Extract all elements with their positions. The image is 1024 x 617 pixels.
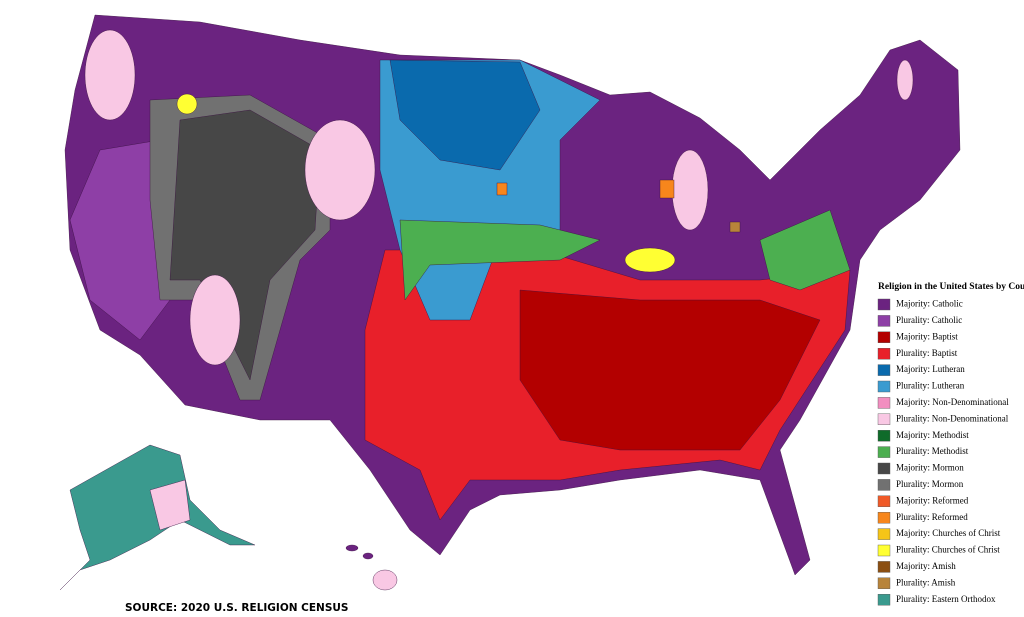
- legend-label: Majority: Methodist: [896, 430, 969, 440]
- legend-swatch: [877, 380, 891, 393]
- alaska-pink: [149, 479, 191, 531]
- legend-label: Plurality: Eastern Orthodox: [896, 594, 996, 604]
- mormon-majority: [169, 109, 321, 381]
- legend-label: Majority: Amish: [896, 561, 956, 571]
- nondenom-patch: [304, 119, 376, 221]
- hawaii-island: [345, 544, 359, 552]
- legend-label: Majority: Lutheran: [896, 364, 965, 374]
- legend-swatch: [877, 512, 891, 524]
- legend-label: Plurality: Lutheran: [896, 381, 965, 391]
- nondenom-patch: [671, 149, 709, 231]
- legend-swatch: [877, 495, 891, 507]
- legend-label: Majority: Mormon: [896, 463, 964, 473]
- legend-swatch: [877, 430, 891, 442]
- legend-swatch: [877, 594, 891, 606]
- lutheran-majority: [389, 59, 541, 171]
- legend-label: Majority: Reformed: [896, 495, 969, 505]
- legend-label: Plurality: Mormon: [896, 479, 964, 489]
- legend-swatch: [877, 544, 891, 557]
- legend-swatch: [877, 397, 891, 409]
- nondenom-patch: [84, 29, 136, 121]
- nondenom-patch: [189, 274, 241, 366]
- legend-label: Majority: Non-Denominational: [896, 397, 1009, 407]
- legend-swatch: [877, 315, 891, 327]
- methodist-east: [759, 209, 851, 291]
- legend-swatch: [877, 479, 891, 491]
- baptist-majority-core: [519, 289, 821, 451]
- churches-of-christ: [176, 93, 198, 115]
- legend-label: Plurality: Non-Denominational: [896, 413, 1009, 423]
- legend-label: Majority: Catholic: [896, 299, 963, 309]
- reformed: [659, 179, 675, 199]
- legend-label: Majority: Churches of Christ: [896, 528, 1001, 538]
- legend: Religion in the United States by County …: [877, 282, 1024, 606]
- hawaii-island: [362, 552, 374, 560]
- legend-label: Plurality: Catholic: [896, 315, 962, 325]
- legend-swatch: [877, 364, 891, 376]
- map: [59, 14, 961, 591]
- legend-label: Plurality: Churches of Christ: [896, 545, 1000, 555]
- legend-swatch: [877, 577, 891, 589]
- legend-swatch: [877, 561, 891, 573]
- legend-label: Plurality: Amish: [896, 577, 956, 587]
- methodist-band: [399, 219, 601, 301]
- legend-swatch: [877, 413, 891, 425]
- legend-swatch: [877, 462, 891, 475]
- legend-swatch: [877, 446, 891, 458]
- churches-of-christ: [624, 247, 676, 273]
- legend-title: Religion in the United States by County: [878, 282, 1024, 292]
- source: SOURCE: 2020 U.S. RELIGION CENSUS: [125, 602, 349, 614]
- legend-swatch: [877, 348, 891, 360]
- legend-label: Plurality: Methodist: [896, 446, 969, 456]
- hawaii: [372, 569, 398, 591]
- legend-swatch: [877, 298, 891, 311]
- legend-label: Majority: Baptist: [896, 331, 958, 341]
- legend-swatch: [877, 528, 891, 540]
- legend-label: Plurality: Baptist: [896, 348, 958, 358]
- legend-swatch: [877, 331, 891, 343]
- nondenom-patch: [896, 59, 914, 101]
- reformed: [496, 182, 508, 196]
- legend-label: Plurality: Reformed: [896, 512, 968, 522]
- amish: [729, 221, 741, 233]
